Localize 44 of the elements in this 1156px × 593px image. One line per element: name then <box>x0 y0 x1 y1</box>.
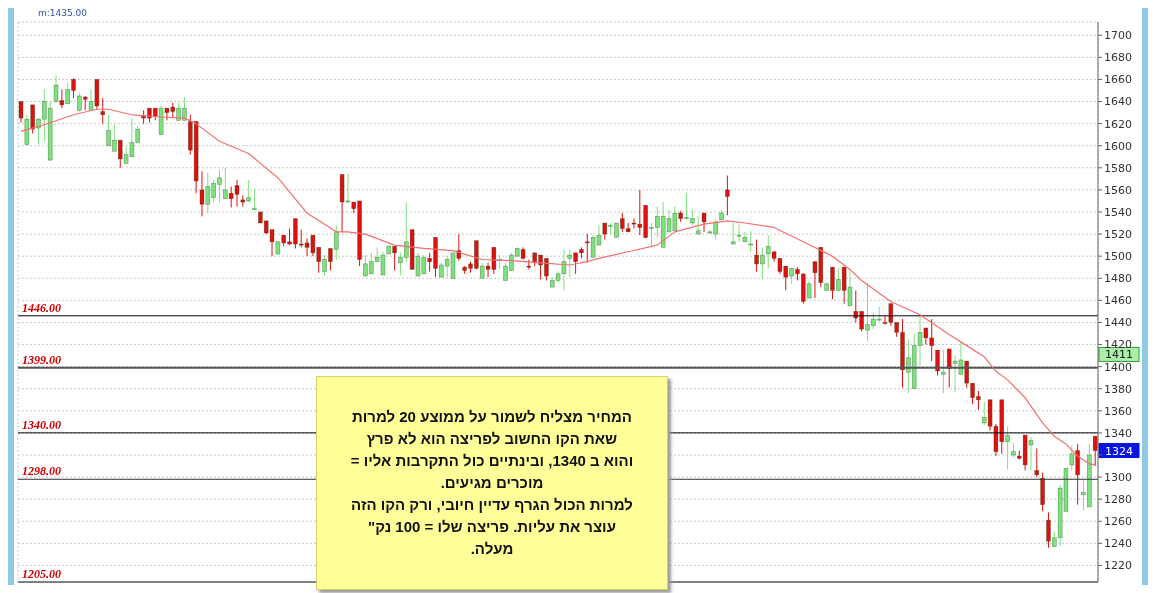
candlestick <box>252 188 257 211</box>
annotation: המחיר מצליח לשמור על ממוצע 20 למרות שאת הקו החשוב לפריצה הוא לא פרץ והוא ב 1340, ובינתיים כול התקרבות אליו = מוכרים מגיעים. למרות הכול הגרף עדיין חיובי, ורק הקו הזה עוצר את עליות. פריצה שלו = 100 נק" מעלה. <box>350 407 634 559</box>
candlestick <box>100 97 106 125</box>
y-tick-label: 1400 <box>1104 360 1132 374</box>
candlestick <box>725 175 730 216</box>
y-tick-label: 1220 <box>1104 559 1132 573</box>
y-tick-label: 1340 <box>1104 426 1132 440</box>
y-tick-label: 1520 <box>1104 227 1132 241</box>
y-tick-label: 1380 <box>1104 382 1132 396</box>
ref-line-label: 1446.00 <box>22 300 61 315</box>
y-tick-label: 1360 <box>1104 404 1132 418</box>
candlestick <box>736 223 742 243</box>
y-tick-label: 1680 <box>1104 51 1132 65</box>
text: m:1435.00 <box>38 8 88 18</box>
y-tick-label: 1480 <box>1104 272 1132 286</box>
y-tick-label: 1640 <box>1104 95 1132 109</box>
candlestick <box>701 212 707 233</box>
ref-line-label: 1205.00 <box>22 567 61 581</box>
y-tick-label: 1580 <box>1104 161 1132 175</box>
ref-line-label: 1399.00 <box>22 352 61 367</box>
annotation: 1411 <box>1105 348 1133 362</box>
y-tick-label: 1300 <box>1104 470 1132 484</box>
y-tick-label: 1600 <box>1104 139 1132 153</box>
y-tick-label: 1240 <box>1104 537 1132 551</box>
y-tick-label: 1700 <box>1104 29 1132 43</box>
y-tick-label: 1280 <box>1104 493 1132 507</box>
annotation: 1324 <box>1105 444 1133 458</box>
y-tick-label: 1560 <box>1104 183 1132 197</box>
ref-line-label: 1340.00 <box>22 417 61 432</box>
y-tick-label: 1460 <box>1104 294 1132 308</box>
y-tick-label: 1540 <box>1104 205 1132 219</box>
candlestick <box>526 258 532 270</box>
candlestick <box>1034 447 1040 478</box>
y-tick-label: 1660 <box>1104 73 1132 87</box>
candlestick <box>748 230 754 253</box>
note-box: המחיר מצליח לשמור על ממוצע 20 למרות שאת הקו החשוב לפריצה הוא לא פרץ והוא ב 1340, ובינתיים כול התקרבות אליו = מוכרים מגיעים. למרות הכול הגרף עדיין חיובי, ורק הקו הזה עוצר את עליות. פריצה שלו = 100 נק" מעלה. <box>316 376 668 590</box>
y-tick-label: 1440 <box>1104 316 1132 330</box>
y-tick-label: 1620 <box>1104 117 1132 131</box>
candlestick <box>742 231 748 243</box>
candlestick <box>730 222 736 245</box>
y-tick-label: 1260 <box>1104 515 1132 529</box>
candlestick <box>18 101 24 124</box>
ref-line-label: 1298.00 <box>22 464 61 479</box>
y-tick-label: 1500 <box>1104 250 1132 264</box>
